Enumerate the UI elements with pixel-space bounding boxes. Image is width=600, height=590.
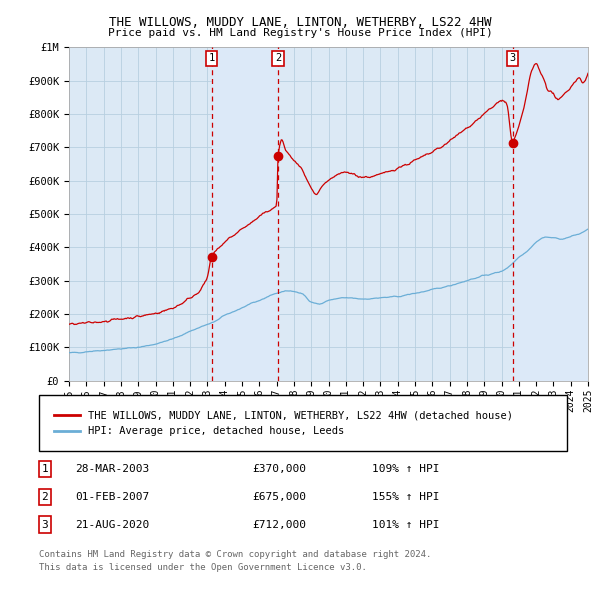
Bar — [512, 47, 588, 381]
Bar — [212, 47, 278, 381]
FancyBboxPatch shape — [39, 395, 567, 451]
Text: 21-AUG-2020: 21-AUG-2020 — [75, 520, 149, 529]
Text: 109% ↑ HPI: 109% ↑ HPI — [372, 464, 439, 474]
Text: £370,000: £370,000 — [252, 464, 306, 474]
Text: 155% ↑ HPI: 155% ↑ HPI — [372, 492, 439, 502]
Text: £675,000: £675,000 — [252, 492, 306, 502]
Text: 28-MAR-2003: 28-MAR-2003 — [75, 464, 149, 474]
Text: THE WILLOWS, MUDDY LANE, LINTON, WETHERBY, LS22 4HW: THE WILLOWS, MUDDY LANE, LINTON, WETHERB… — [109, 16, 491, 29]
Text: Price paid vs. HM Land Registry's House Price Index (HPI): Price paid vs. HM Land Registry's House … — [107, 28, 493, 38]
Text: £712,000: £712,000 — [252, 520, 306, 529]
Text: 101% ↑ HPI: 101% ↑ HPI — [372, 520, 439, 529]
Text: 01-FEB-2007: 01-FEB-2007 — [75, 492, 149, 502]
Text: Contains HM Land Registry data © Crown copyright and database right 2024.: Contains HM Land Registry data © Crown c… — [39, 550, 431, 559]
Text: 1: 1 — [208, 53, 215, 63]
Legend: THE WILLOWS, MUDDY LANE, LINTON, WETHERBY, LS22 4HW (detached house), HPI: Avera: THE WILLOWS, MUDDY LANE, LINTON, WETHERB… — [49, 406, 517, 441]
Text: 3: 3 — [509, 53, 515, 63]
Text: 2: 2 — [41, 492, 49, 502]
Text: This data is licensed under the Open Government Licence v3.0.: This data is licensed under the Open Gov… — [39, 563, 367, 572]
Text: 2: 2 — [275, 53, 281, 63]
Text: 1: 1 — [41, 464, 49, 474]
Text: 3: 3 — [41, 520, 49, 529]
